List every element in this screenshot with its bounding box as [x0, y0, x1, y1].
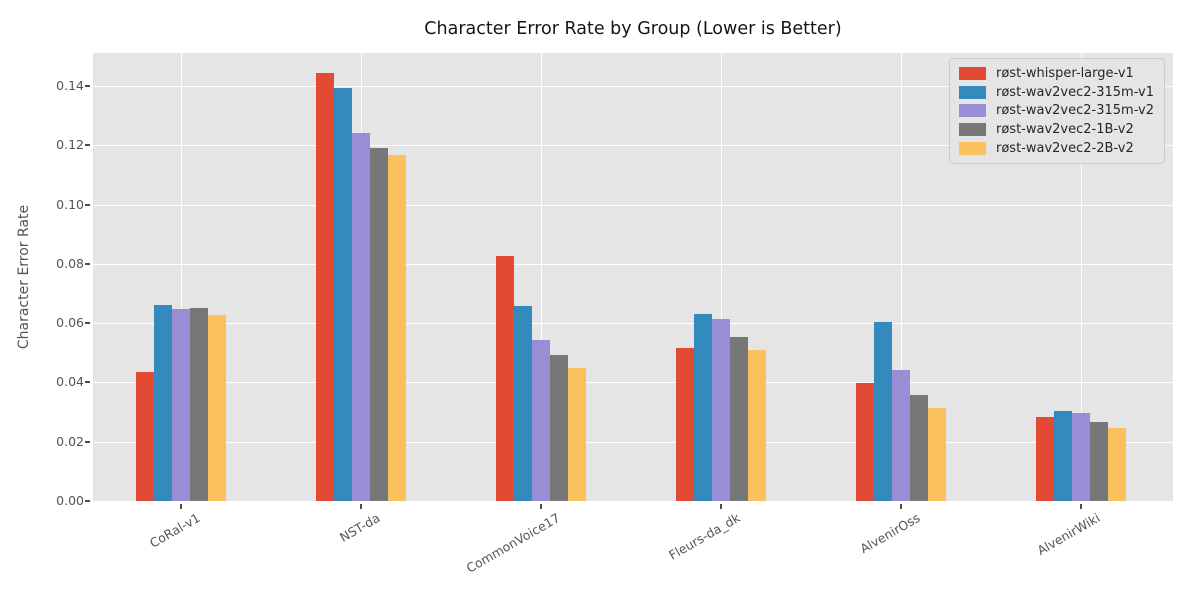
bar-røst-wav2vec2-1B-v2: [909, 395, 928, 501]
x-tick-mark: [539, 504, 542, 509]
y-tick-mark: [85, 381, 90, 384]
legend-item: røst-wav2vec2-315m-v1: [950, 85, 1164, 100]
bar-røst-whisper-large-v1: [495, 255, 514, 501]
bar-røst-wav2vec2-315m-v2: [171, 308, 190, 501]
bar-røst-wav2vec2-2B-v2: [207, 315, 226, 501]
bar-røst-wav2vec2-1B-v2: [369, 147, 388, 501]
y-tick-label: 0.02: [56, 433, 84, 449]
bar-røst-wav2vec2-2B-v2: [747, 350, 766, 501]
bar-røst-whisper-large-v1: [675, 348, 694, 501]
bar-røst-whisper-large-v1: [135, 372, 154, 501]
gridline-y: [93, 85, 1173, 87]
gridline-x: [720, 53, 722, 501]
bar-røst-wav2vec2-315m-v2: [711, 319, 730, 501]
bar-røst-wav2vec2-2B-v2: [387, 154, 406, 501]
gridline-y: [93, 204, 1173, 206]
bar-røst-wav2vec2-1B-v2: [189, 307, 208, 501]
legend-swatch-røst-whisper-large-v1: [959, 66, 986, 80]
legend-label: røst-wav2vec2-315m-v1: [996, 84, 1155, 100]
y-tick-label: 0.12: [56, 137, 84, 153]
y-tick-mark: [85, 144, 90, 147]
bar-røst-whisper-large-v1: [1035, 417, 1054, 501]
x-tick-mark: [899, 504, 902, 509]
legend-item: røst-wav2vec2-1B-v2: [950, 122, 1164, 137]
legend-item: røst-wav2vec2-315m-v2: [950, 103, 1164, 118]
legend-label: røst-wav2vec2-315m-v2: [996, 103, 1155, 119]
y-tick-mark: [85, 203, 90, 206]
bar-røst-wav2vec2-315m-v1: [693, 313, 712, 501]
y-tick-mark: [85, 440, 90, 443]
y-tick-mark: [85, 322, 90, 325]
x-tick-mark: [1079, 504, 1082, 509]
y-axis-label: Character Error Rate: [16, 204, 32, 350]
gridline-y: [93, 382, 1173, 384]
y-tick-mark: [85, 262, 90, 265]
x-tick-mark: [719, 504, 722, 509]
bar-røst-whisper-large-v1: [315, 72, 334, 501]
y-tick-label: 0.00: [56, 493, 84, 508]
y-tick-mark: [85, 84, 90, 87]
gridline-y: [93, 145, 1173, 147]
gridline-y: [93, 441, 1173, 443]
bar-røst-wav2vec2-2B-v2: [1107, 428, 1126, 501]
bar-røst-wav2vec2-315m-v1: [153, 304, 172, 501]
bar-røst-wav2vec2-315m-v2: [1071, 413, 1090, 501]
bar-røst-wav2vec2-315m-v1: [333, 88, 352, 501]
x-tick-label: NST-da: [336, 510, 382, 545]
bar-røst-wav2vec2-315m-v1: [873, 321, 892, 501]
y-tick-label: 0.14: [56, 77, 84, 93]
bar-røst-wav2vec2-2B-v2: [927, 407, 946, 501]
bar-røst-wav2vec2-1B-v2: [1089, 422, 1108, 501]
x-tick-label: CoRal-v1: [146, 510, 202, 551]
bar-røst-wav2vec2-2B-v2: [567, 367, 586, 501]
y-tick-label: 0.08: [56, 255, 84, 271]
gridline-x: [1080, 53, 1082, 501]
y-tick-label: 0.06: [56, 315, 84, 331]
y-tick-mark: [85, 500, 90, 502]
legend-swatch-røst-wav2vec2-2B-v2: [959, 142, 986, 156]
bar-røst-wav2vec2-315m-v1: [513, 305, 532, 501]
gridline-x: [180, 53, 182, 501]
x-tick-label: AlvenirWiki: [1033, 510, 1102, 558]
y-tick-label: 0.10: [56, 196, 84, 212]
gridline-x: [900, 53, 902, 501]
x-tick-label: CommonVoice17: [463, 510, 562, 576]
legend-swatch-røst-wav2vec2-1B-v2: [959, 123, 986, 137]
y-tick-label: 0.04: [56, 374, 84, 390]
chart-title: Character Error Rate by Group (Lower is …: [424, 19, 842, 39]
legend-item: røst-whisper-large-v1: [950, 66, 1164, 81]
bar-røst-wav2vec2-315m-v2: [351, 133, 370, 501]
bar-røst-wav2vec2-1B-v2: [549, 355, 568, 501]
bar-røst-wav2vec2-315m-v2: [531, 339, 550, 501]
legend-swatch-røst-wav2vec2-315m-v1: [959, 85, 986, 99]
bar-røst-whisper-large-v1: [855, 383, 874, 501]
gridline-y: [93, 263, 1173, 265]
legend-label: røst-wav2vec2-2B-v2: [996, 141, 1134, 157]
bar-røst-wav2vec2-315m-v1: [1053, 411, 1072, 501]
gridline-y: [93, 323, 1173, 325]
x-tick-mark: [359, 504, 362, 509]
legend-label: røst-wav2vec2-1B-v2: [996, 122, 1134, 138]
bar-røst-wav2vec2-315m-v2: [891, 370, 910, 501]
legend-label: røst-whisper-large-v1: [996, 65, 1134, 81]
legend-swatch-røst-wav2vec2-315m-v2: [959, 104, 986, 118]
x-tick-label: Fleurs-da_dk: [665, 510, 742, 563]
legend: røst-whisper-large-v1 røst-wav2vec2-315m-…: [949, 58, 1165, 164]
bar-røst-wav2vec2-1B-v2: [729, 337, 748, 501]
x-tick-mark: [179, 504, 182, 509]
legend-item: røst-wav2vec2-2B-v2: [950, 141, 1164, 156]
gridline-x: [540, 53, 542, 501]
x-tick-label: AlvenirOss: [856, 510, 922, 557]
